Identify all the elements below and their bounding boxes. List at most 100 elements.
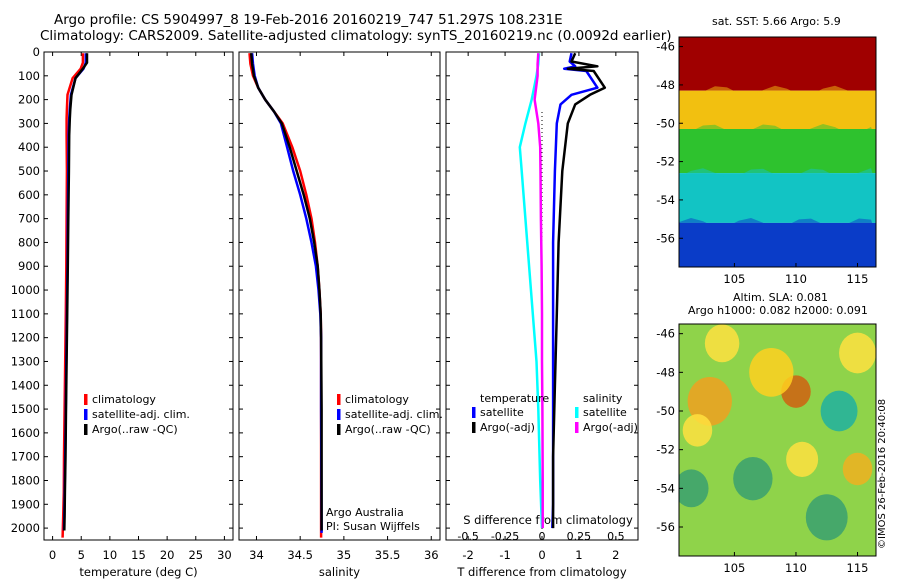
- y-tick-label: 300: [18, 116, 40, 130]
- y-tick-label: -50: [656, 116, 675, 130]
- x-tick-label: 15: [131, 548, 146, 562]
- legend-swatch: [472, 407, 476, 418]
- y-tick-label: 1800: [11, 473, 40, 487]
- x-tick-label: 2: [612, 548, 619, 562]
- x-tick-label: 34.5: [287, 548, 313, 562]
- x2-tick-label: 0: [539, 530, 546, 543]
- y-tick-label: 1100: [11, 307, 40, 321]
- sla-anomaly: [749, 347, 794, 397]
- temperature-series-line: [63, 53, 89, 531]
- x-tick-label: 0: [49, 548, 56, 562]
- annotation-text: Argo Australia: [326, 506, 404, 519]
- y-tick-label: -46: [656, 40, 675, 54]
- temperature-panel: 0100200300400500600700800900100011001200…: [11, 45, 234, 579]
- legend-swatch: [84, 394, 88, 405]
- difference-series-line: [518, 53, 544, 529]
- x-tick-label: 110: [785, 272, 807, 286]
- legend-label: satellite: [583, 406, 627, 419]
- y-tick-label: 2000: [11, 521, 40, 535]
- header-line-1: Argo profile: CS 5904997_8 19-Feb-2016 2…: [54, 12, 563, 28]
- sla-anomaly: [687, 376, 732, 426]
- salinity-series-line: [249, 53, 323, 531]
- y-tick-label: -56: [656, 520, 675, 534]
- x-tick-label: 1: [575, 548, 582, 562]
- y-tick-label: 1700: [11, 450, 40, 464]
- y-tick-label: 1500: [11, 402, 40, 416]
- y-tick-label: 1200: [11, 331, 40, 345]
- y-tick-label: 200: [18, 93, 40, 107]
- sla-anomaly: [839, 332, 876, 374]
- y-tick-label: -54: [656, 481, 675, 495]
- sla-anomaly: [682, 414, 713, 447]
- x-tick-label: 20: [160, 548, 175, 562]
- x2-tick-label: 0.5: [607, 530, 625, 543]
- sla-anomaly: [820, 390, 858, 432]
- y-tick-label: -56: [656, 231, 675, 245]
- x-axis-label: temperature (deg C): [79, 565, 197, 579]
- y-tick-label: -52: [656, 155, 675, 169]
- sla-title-1: Altim. SLA: 0.081: [733, 291, 829, 304]
- x-tick-label: 5: [78, 548, 85, 562]
- y-tick-label: 700: [18, 212, 40, 226]
- legend-label: satellite-adj. clim.: [345, 408, 443, 421]
- sst-band-edge: [679, 217, 876, 235]
- legend-label: climatology: [92, 393, 156, 406]
- annotation-text: PI: Susan Wijffels: [326, 520, 420, 533]
- sst-title: sat. SST: 5.66 Argo: 5.9: [712, 15, 841, 28]
- x-tick-label: 105: [723, 561, 745, 575]
- legend-swatch: [575, 422, 579, 433]
- legend-swatch: [337, 409, 341, 420]
- legend-swatch: [472, 422, 476, 433]
- legend-swatch: [575, 407, 579, 418]
- sst-band: [679, 37, 876, 91]
- x-tick-label: 34: [249, 548, 264, 562]
- legend-swatch: [84, 409, 88, 420]
- x2-tick-label: 0.25: [567, 530, 592, 543]
- sst-band-edge: [679, 124, 876, 141]
- sla-anomaly: [842, 452, 873, 486]
- x-axis-label: salinity: [319, 565, 360, 579]
- sla-anomaly: [704, 324, 740, 363]
- legend-label: climatology: [345, 393, 409, 406]
- y-tick-label: 0: [33, 45, 40, 59]
- y-tick-label: 1400: [11, 378, 40, 392]
- difference-series-line: [533, 53, 544, 529]
- sla-anomaly: [786, 441, 819, 477]
- sla-anomaly: [805, 494, 848, 541]
- sst-map-frame: [678, 36, 877, 268]
- legend-swatch: [337, 424, 341, 435]
- x-tick-label: 110: [785, 561, 807, 575]
- x-tick-label: 10: [103, 548, 118, 562]
- y-tick-label: -48: [656, 365, 675, 379]
- difference-panel: -2 -1 0 1 2 T difference from climatology S di…: [445, 51, 639, 579]
- x-tick-label: -1: [499, 548, 510, 562]
- legend-group-temperature: temperature: [480, 392, 549, 405]
- x-tick-label: -2: [462, 548, 473, 562]
- legend-group-salinity: salinity: [583, 392, 623, 405]
- x-tick-label: 36: [424, 548, 439, 562]
- x-tick-label: 25: [188, 548, 203, 562]
- y-tick-label: 900: [18, 259, 40, 273]
- x-tick-label: 35.5: [375, 548, 401, 562]
- legend-label: Argo(-adj): [583, 421, 638, 434]
- sla-title-2: Argo h1000: 0.082 h2000: 0.091: [688, 304, 868, 317]
- sla-map-frame: [678, 323, 877, 557]
- sla-anomaly: [733, 456, 773, 501]
- x-tick-label: 30: [217, 548, 232, 562]
- sla-map-panel: -46 -48 -50 -52 -54 -56 105 110 115: [656, 323, 877, 575]
- temperature-frame: [43, 51, 234, 541]
- sst-map-panel: -46 -48 -50 -52 -54 -56 105 110 115: [656, 36, 877, 286]
- legend-label: Argo(..raw -QC): [92, 423, 178, 436]
- x2-tick-label: -0.25: [491, 530, 519, 543]
- legend-label: Argo(-adj): [480, 421, 535, 434]
- y-tick-label: 1300: [11, 354, 40, 368]
- y-tick-label: 600: [18, 188, 40, 202]
- legend-label: satellite: [480, 406, 524, 419]
- x-axis-label-2: S difference from climatology: [463, 513, 633, 527]
- header-line-2: Climatology: CARS2009. Satellite-adjuste…: [40, 28, 672, 44]
- y-tick-label: 400: [18, 140, 40, 154]
- sla-anomaly: [679, 469, 709, 508]
- difference-series-line: [551, 52, 607, 529]
- salinity-frame: [238, 51, 441, 541]
